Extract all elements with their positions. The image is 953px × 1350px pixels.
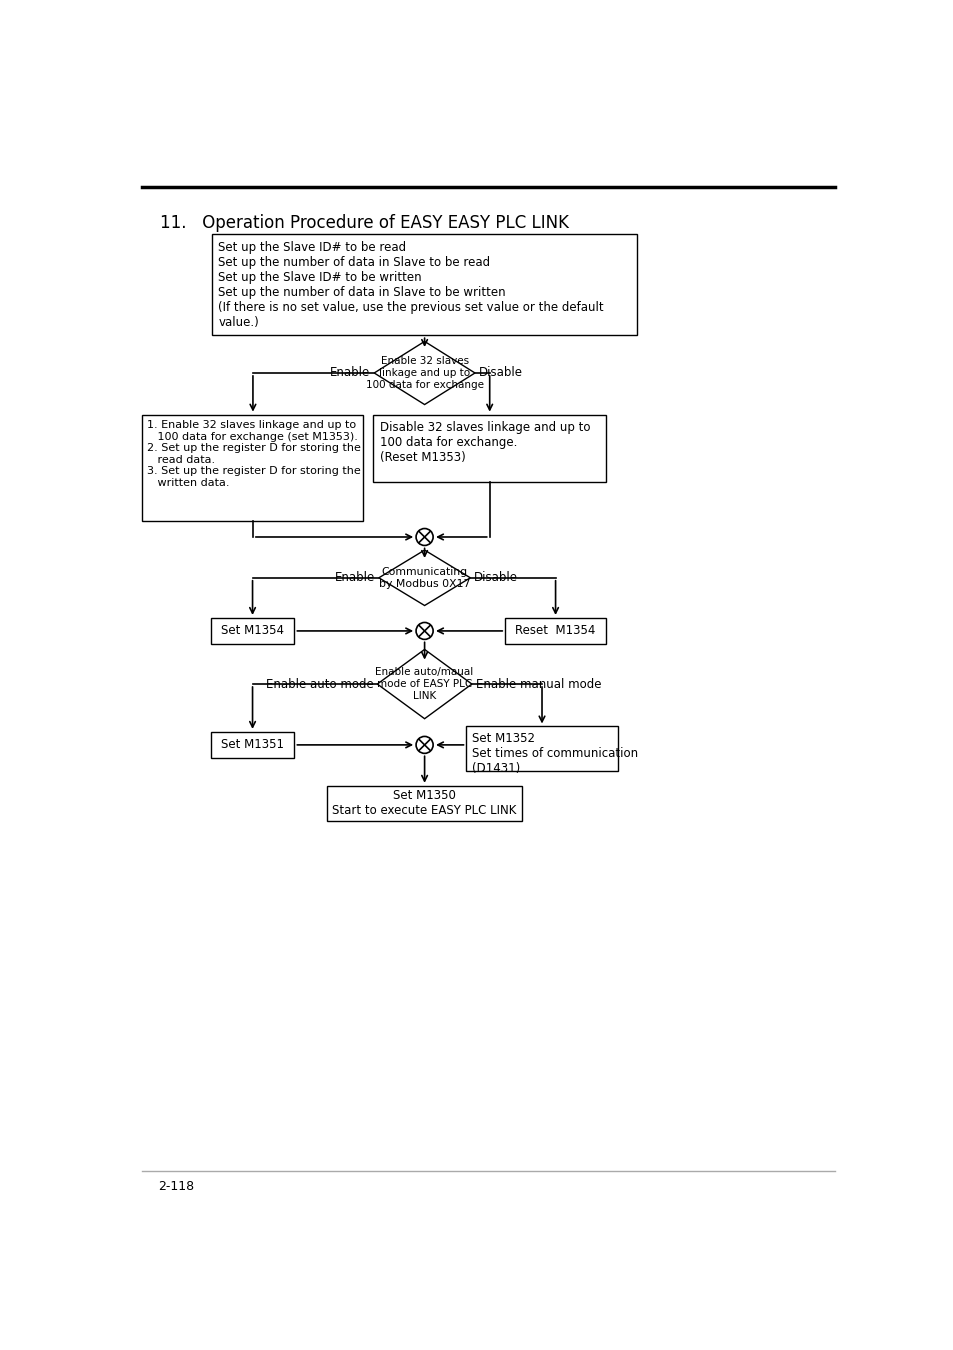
Text: Disable 32 slaves linkage and up to
100 data for exchange.
(Reset M1353): Disable 32 slaves linkage and up to 100 … [379, 421, 590, 463]
Text: Set M1351: Set M1351 [221, 738, 284, 752]
Bar [211, 618, 294, 644]
Polygon shape [374, 342, 475, 405]
Text: Enable: Enable [330, 366, 370, 379]
Text: Communicating
by Modbus 0X17: Communicating by Modbus 0X17 [378, 567, 470, 589]
Text: Disable: Disable [478, 366, 522, 379]
Text: Enable auto mode: Enable auto mode [266, 678, 373, 691]
Bar [373, 414, 605, 482]
Text: Set M1352
Set times of communication
(D1431): Set M1352 Set times of communication (D1… [472, 732, 638, 775]
Text: Set M1350
Start to execute EASY PLC LINK: Set M1350 Start to execute EASY PLC LINK [332, 790, 517, 817]
Text: Set up the Slave ID# to be read
Set up the number of data in Slave to be read
Se: Set up the Slave ID# to be read Set up t… [218, 240, 603, 328]
Circle shape [416, 528, 433, 545]
Bar [327, 786, 521, 821]
Text: Enable manual mode: Enable manual mode [476, 678, 600, 691]
Text: 2-118: 2-118 [158, 1180, 193, 1192]
Bar [505, 618, 605, 644]
Bar [211, 732, 294, 757]
Circle shape [416, 736, 433, 753]
Circle shape [416, 622, 433, 640]
Text: 1. Enable 32 slaves linkage and up to
   100 data for exchange (set M1353).
2. S: 1. Enable 32 slaves linkage and up to 10… [147, 420, 360, 487]
Text: 11.   Operation Procedure of EASY EASY PLC LINK: 11. Operation Procedure of EASY EASY PLC… [159, 215, 568, 232]
Bar [142, 414, 363, 521]
Bar [466, 726, 617, 771]
Text: Set M1354: Set M1354 [221, 625, 284, 637]
Text: Disable: Disable [474, 571, 517, 585]
Text: Enable: Enable [335, 571, 375, 585]
Polygon shape [377, 649, 472, 718]
Bar [212, 234, 637, 335]
Text: Reset  M1354: Reset M1354 [515, 625, 595, 637]
Text: Enable auto/maual
mode of EASY PLC
LINK: Enable auto/maual mode of EASY PLC LINK [375, 667, 474, 701]
Text: Enable 32 slaves
linkage and up to
100 data for exchange: Enable 32 slaves linkage and up to 100 d… [365, 356, 483, 390]
Polygon shape [378, 549, 470, 606]
